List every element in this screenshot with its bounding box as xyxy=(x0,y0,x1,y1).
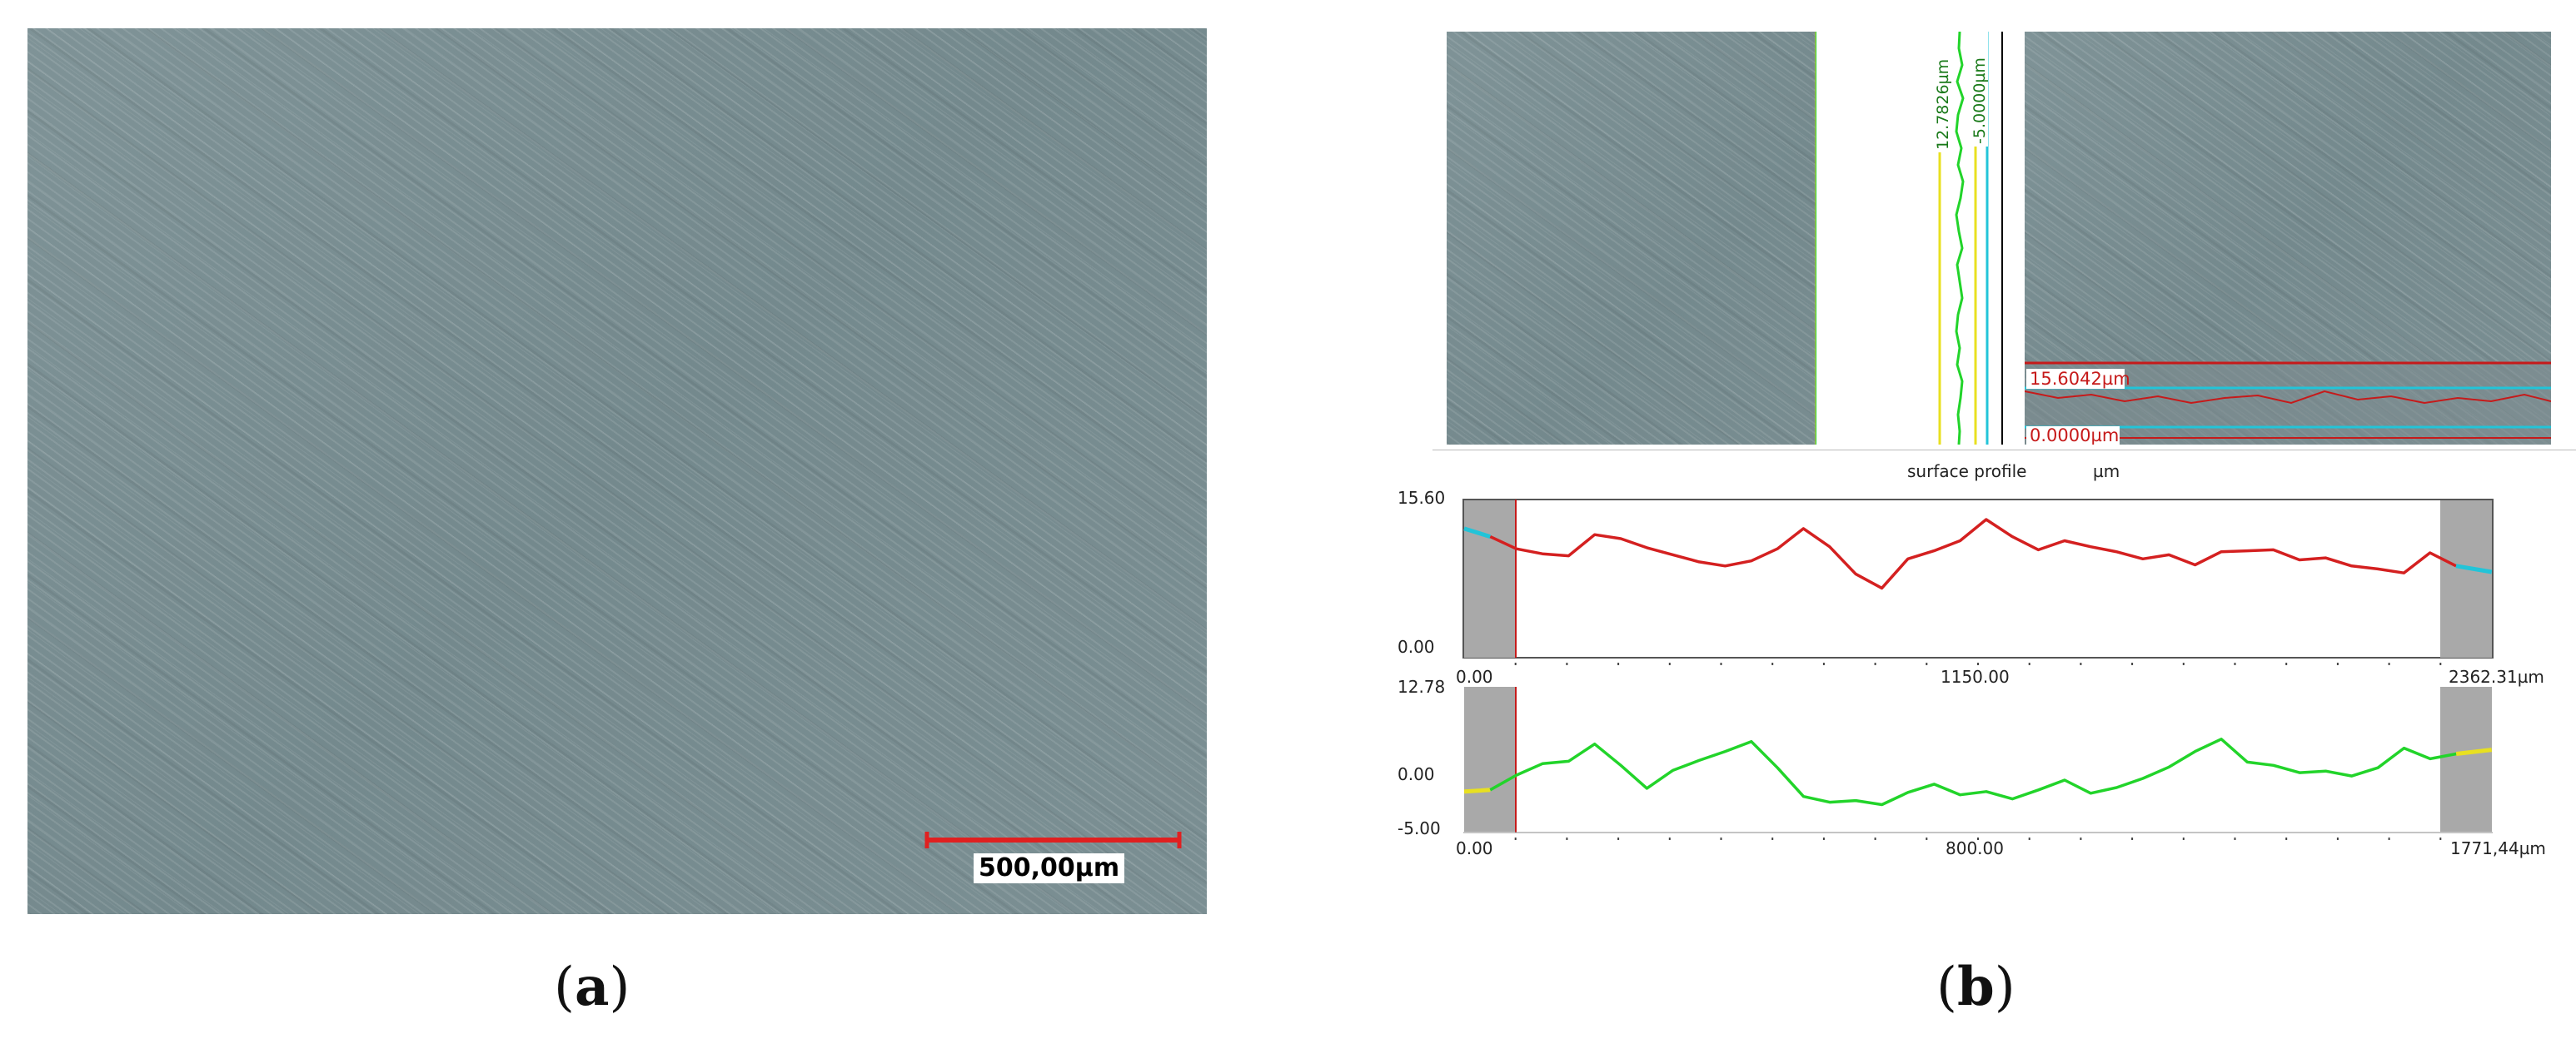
chart-1-ymin: 0.00 xyxy=(1398,637,1435,657)
chart-1-left-edge-band xyxy=(1464,500,1516,658)
micrograph-b-right: 15.6042µm 0.0000µm xyxy=(2025,32,2551,445)
chart-2-frame xyxy=(1463,687,2493,833)
scale-bar-graphic xyxy=(924,832,1182,848)
chart-1-xtick-2: 2362.31µm xyxy=(2449,667,2544,687)
profile-series-line xyxy=(1489,518,2457,590)
horizontal-profile-min-label: 0.0000µm xyxy=(2030,425,2119,445)
chart-1-ymax: 15.60 xyxy=(1398,488,1445,508)
chart-2: 12.78 0.00 -5.00 0.00 800.00 1771,44µm xyxy=(1398,677,2546,858)
vertical-profile-min-label: -5.0000µm xyxy=(1971,57,1989,144)
profile-unit: µm xyxy=(2093,461,2120,481)
chart-2-right-edge-band xyxy=(2440,687,2492,832)
profile-left-edge-line xyxy=(1463,526,1492,539)
profile-charts: surface profile µm 15.60 0.00 0.00 1150.… xyxy=(1398,450,2576,858)
vertical-profile-line xyxy=(1955,32,1965,445)
chart-2-ymax: 12.78 xyxy=(1398,677,1445,697)
chart-2-ymin: -5.00 xyxy=(1398,818,1441,838)
profile-right-edge-line xyxy=(2455,564,2493,574)
profile-title: surface profile xyxy=(1907,461,2026,481)
chart-2-ymid: 0.00 xyxy=(1398,764,1435,784)
vertical-profile-max-label: 12.7826µm xyxy=(1934,59,1952,150)
profile-left-edge-line xyxy=(1463,788,1491,794)
chart-2-left-edge-band xyxy=(1464,687,1516,832)
chart-1-right-edge-band xyxy=(2440,500,2492,658)
profile-series-line xyxy=(1489,738,2457,807)
horizontal-profile-max-label: 15.6042µm xyxy=(2030,369,2130,389)
chart-1-frame xyxy=(1462,499,2494,659)
vertical-profile-strip: 12.7826µm -5.0000µm xyxy=(1816,32,2003,445)
micrograph-a: 500,00µm xyxy=(27,28,1207,914)
chart-2-xtick-0: 0.00 xyxy=(1456,838,1493,858)
chart-2-xtick-1: 800.00 xyxy=(1946,838,2004,858)
panel-label-a: (a) xyxy=(554,956,630,1018)
profile-right-edge-line xyxy=(2455,748,2492,756)
chart-2-xtick-2: 1771,44µm xyxy=(2450,838,2546,858)
chart-1: 15.60 0.00 0.00 1150.00 2362.31µm xyxy=(1398,488,2544,687)
scale-bar-label: 500,00µm xyxy=(974,853,1125,883)
chart-1-xtick-1: 1150.00 xyxy=(1941,667,2010,687)
panel-label-b: (b) xyxy=(1936,956,2015,1018)
horizontal-profile-line xyxy=(2025,390,2551,405)
chart-1-xtick-0: 0.00 xyxy=(1456,667,1493,687)
